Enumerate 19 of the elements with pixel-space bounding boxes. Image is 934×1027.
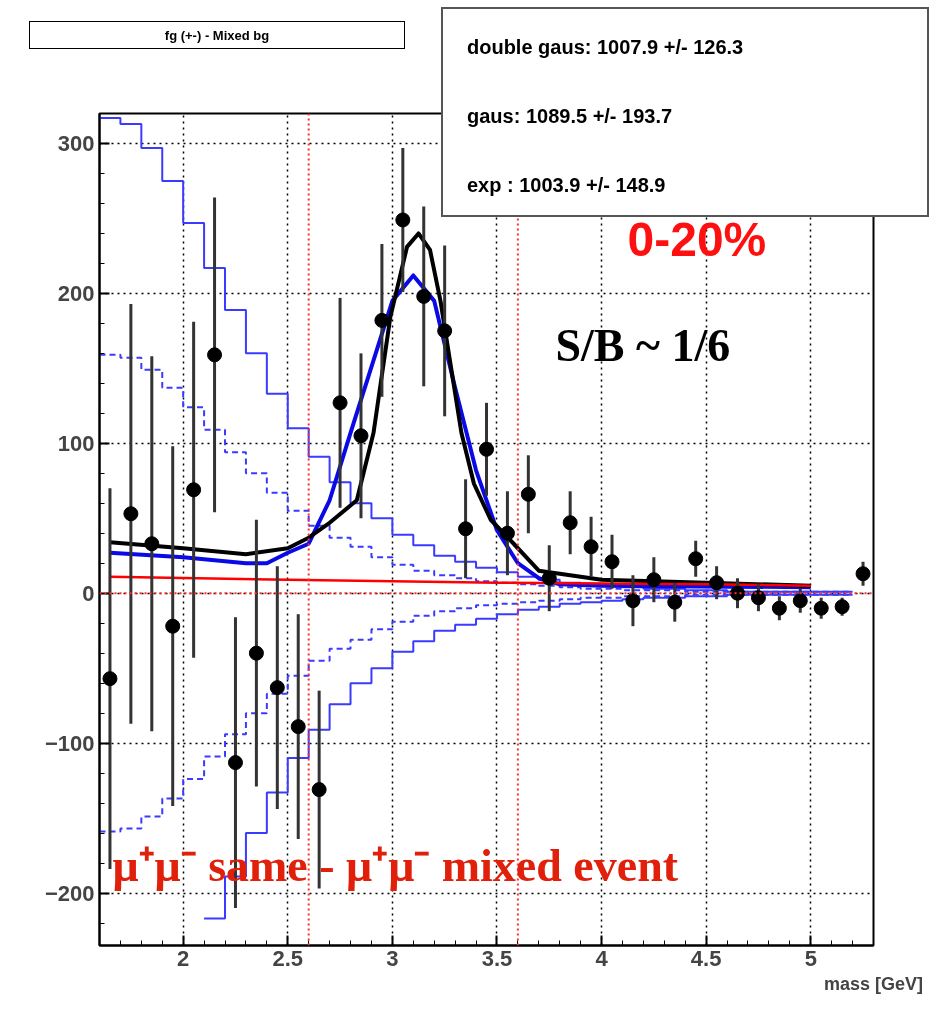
annotation: exp : 1003.9 +/- 148.9 [467,174,666,196]
x-tick-label: 4 [595,945,609,971]
x-tick-label: 2.5 [272,945,304,971]
y-tick-label: 0 [82,580,95,606]
x-tick-label: 3 [386,945,399,971]
annotation: S/B ~ 1/6 [555,319,731,371]
chart-title: fg (+-) - Mixed bg [29,21,405,49]
y-tick-label: 100 [57,430,95,456]
y-tick-label: 300 [57,130,95,156]
x-tick-label: 4.5 [690,945,722,971]
x-axis-title: mass [GeV] [823,973,924,994]
y-tick-label: 200 [57,280,95,306]
annotation: gaus: 1089.5 +/- 193.7 [467,104,674,129]
fit-results-box: double gaus: 1007.9 +/- 126.3 gaus: 1089.5 +/- 193.7 exp : 1003.9 +/- 148.9 [441,7,929,217]
x-tick-label: 3.5 [481,945,513,971]
y-tick-label: −100 [44,730,95,756]
y-tick-label: −200 [44,880,95,906]
x-tick-label: 5 [804,945,817,971]
x-tick-label: 2 [177,945,190,971]
